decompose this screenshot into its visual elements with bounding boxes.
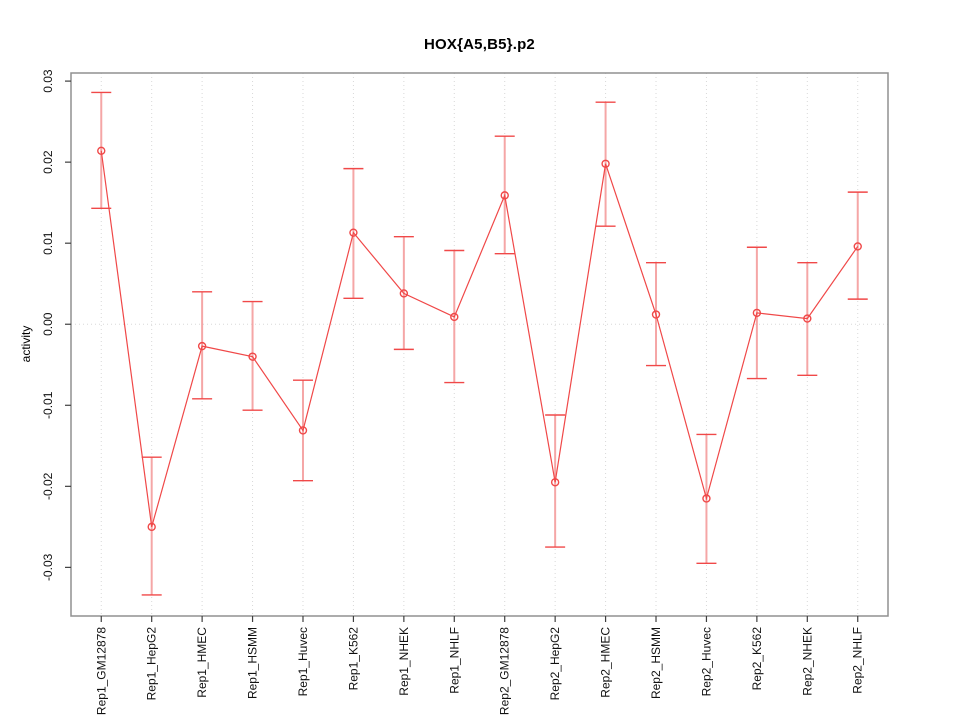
y-tick-label: 0.02: [41, 150, 55, 174]
data-point: [450, 312, 459, 322]
plot-area-border: [70, 72, 889, 617]
data-point: [752, 308, 762, 318]
x-tick-label: Rep1_Huvec: [296, 627, 310, 696]
x-tick-label: Rep2_NHLF: [851, 627, 865, 694]
x-tick-label: Rep1_HMEC: [195, 627, 209, 698]
x-tick-label: Rep2_HepG2: [548, 627, 562, 701]
x-tick-label: Rep2_GM12878: [498, 627, 512, 715]
y-tick-label: 0.00: [41, 312, 55, 336]
data-point: [550, 478, 560, 487]
x-tick-label: Rep2_K562: [750, 627, 764, 691]
x-tick-label: Rep2_HSMM: [649, 627, 663, 699]
y-tick-label: 0.01: [41, 231, 55, 255]
data-point: [651, 310, 661, 319]
data-point: [349, 228, 358, 237]
data-point: [601, 159, 610, 168]
data-point: [147, 522, 156, 532]
x-tick-label: Rep1_NHEK: [397, 627, 411, 696]
x-tick-label: Rep1_HepG2: [145, 627, 159, 701]
x-tick-label: Rep2_NHEK: [800, 627, 814, 696]
chart-title: HOX{A5,B5}.p2: [424, 36, 535, 53]
x-tick-label: Rep2_HMEC: [599, 627, 613, 698]
y-tick-label: 0.03: [41, 69, 55, 93]
y-tick-label: -0.02: [41, 472, 55, 500]
data-point: [298, 426, 308, 435]
data-point: [197, 341, 207, 351]
x-tick-label: Rep1_GM12878: [94, 627, 108, 715]
data-point: [500, 191, 509, 200]
data-point: [97, 146, 106, 156]
data-point: [702, 494, 711, 503]
x-tick-label: Rep1_K562: [346, 627, 360, 691]
x-tick-label: Rep2_Huvec: [699, 627, 713, 696]
y-tick-label: -0.03: [41, 553, 55, 581]
data-point: [803, 314, 812, 323]
x-tick-label: Rep1_NHLF: [447, 627, 461, 694]
series-line: [100, 150, 859, 528]
data-point: [248, 352, 257, 361]
x-tick-label: Rep1_HSMM: [246, 627, 260, 699]
data-point: [853, 242, 862, 251]
y-tick-label: -0.01: [41, 391, 55, 419]
data-point: [399, 289, 409, 298]
